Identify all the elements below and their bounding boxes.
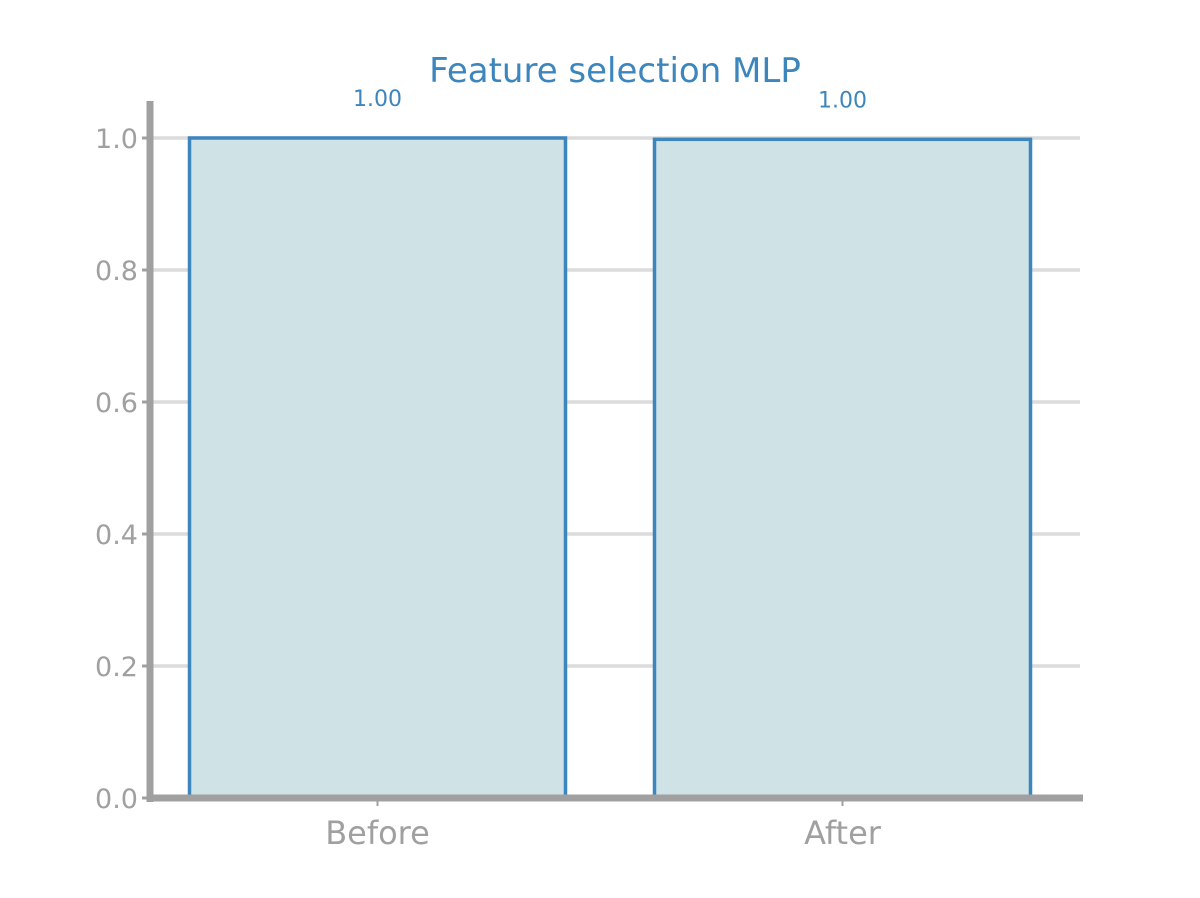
x-tick-label: After [804, 814, 882, 852]
axes [142, 101, 1083, 806]
labels: 0.0 0.2 0.4 0.6 0.8 1.0 1.00 Before 1.00 After [95, 87, 882, 852]
x-tick-label: Before [325, 814, 430, 852]
bar-value-label: 1.00 [818, 88, 867, 113]
y-tick-label: 0.0 [95, 784, 138, 815]
y-tick-label: 0.8 [95, 256, 138, 287]
y-tick-label: 0.4 [95, 520, 138, 551]
chart-title: Feature selection MLP [429, 51, 801, 91]
bars [187, 136, 1033, 800]
bar-before [187, 136, 568, 800]
bar-value-label: 1.00 [353, 87, 402, 112]
y-tick-label: 0.6 [95, 388, 138, 419]
y-tick-label: 0.2 [95, 652, 138, 683]
y-tick-label: 1.0 [95, 124, 138, 155]
bar-after [652, 137, 1033, 800]
